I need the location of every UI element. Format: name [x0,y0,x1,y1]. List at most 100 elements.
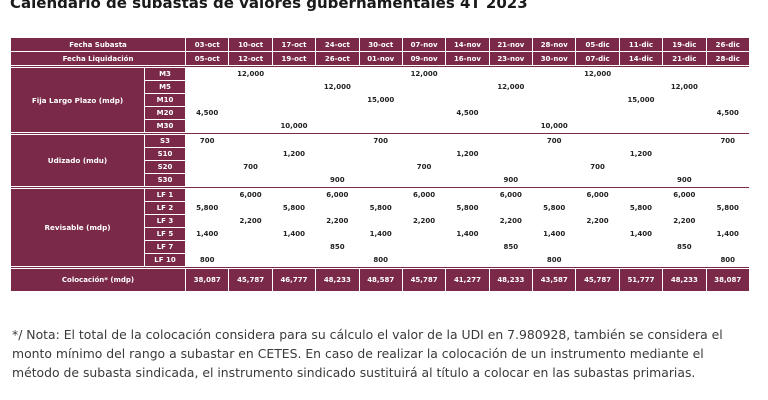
separator-line [11,187,749,188]
total-amount: 38,087 [706,269,749,291]
group-separator [11,133,749,134]
instrument-row: LF 3 2,200 2,200 2,200 2,200 2,200 2,200 [11,215,749,227]
amount-cell: 800 [533,254,576,266]
amount-cell [576,148,619,160]
settlement-date-cell: 16-nov [446,52,489,65]
total-amount: 41,277 [446,269,489,291]
amount-cell [619,174,663,186]
auction-date-cell: 10-oct [229,38,272,51]
amount-cell [446,241,489,253]
amount-cell [576,94,619,106]
amount-cell [402,107,446,119]
amount-cell [272,68,316,80]
auction-date-cell: 05-dic [576,38,619,51]
amount-cell [229,94,272,106]
amount-cell [706,81,749,93]
amount-cell [446,189,489,201]
amount-cell: 12,000 [402,68,446,80]
amount-cell [229,135,272,147]
instrument-row: Revisable (mdp) LF 1 6,000 6,000 6,000 6,000 6… [11,189,749,266]
instrument-code: M5 [145,81,186,93]
amount-cell [576,241,619,253]
group-separator [11,187,749,188]
amount-cell [489,148,533,160]
amount-cell [402,120,446,132]
amount-cell: 6,000 [489,189,533,201]
amount-cell [706,120,749,132]
amount-cell: 6,000 [229,189,272,201]
amount-cell [663,107,706,119]
amount-cell [316,120,359,132]
amount-cell [186,68,229,80]
amount-cell: 12,000 [229,68,272,80]
amount-cell: 5,800 [533,202,576,214]
amount-cell [533,174,576,186]
settlement-date-label: Fecha Liquidación [11,52,186,65]
amount-cell: 2,200 [489,215,533,227]
amount-cell: 12,000 [489,81,533,93]
amount-cell: 5,800 [186,202,229,214]
auction-date-label: Fecha Subasta [11,38,186,51]
amount-cell: 6,000 [576,189,619,201]
total-row: Colocación* (mdp) 38,087 45,787 46,777 48,23… [11,269,749,291]
amount-cell [576,254,619,266]
amount-cell: 2,200 [576,215,619,227]
instrument-row: M10 15,000 15,000 [11,94,749,106]
amount-cell [663,148,706,160]
settlement-date-row: Fecha Liquidación 05-oct 12-oct 19-oct 26-o… [11,52,749,65]
amount-cell [663,120,706,132]
amount-cell: 1,200 [619,148,663,160]
total-amount: 45,787 [576,269,619,291]
instrument-code: LF 5 [145,228,186,240]
amount-cell [316,228,359,240]
amount-cell: 1,200 [272,148,316,160]
amount-cell [316,161,359,173]
amount-cell [316,68,359,80]
amount-cell [663,202,706,214]
amount-cell: 12,000 [316,81,359,93]
amount-cell [663,161,706,173]
amount-cell [533,189,576,201]
instrument-row: LF 10 800 800 800 800 [11,254,749,266]
settlement-date-cell: 09-nov [402,52,446,65]
instrument-code: S10 [145,148,186,160]
amount-cell: 900 [489,174,533,186]
instrument-row: LF 5 1,400 1,400 1,400 1,400 1,400 1,400 1,400 [11,228,749,240]
amount-cell: 1,400 [533,228,576,240]
settlement-date-cell: 01-nov [359,52,402,65]
instrument-row: Udizado (mdu) S3 700 700 700 700 [11,135,749,186]
amount-cell [272,135,316,147]
amount-cell [186,161,229,173]
instrument-row: S20 700 700 700 [11,161,749,173]
amount-cell: 5,800 [706,202,749,214]
amount-cell [186,148,229,160]
amount-cell [706,174,749,186]
amount-cell [359,174,402,186]
amount-cell [359,81,402,93]
total-amount: 51,777 [619,269,663,291]
amount-cell: 2,200 [402,215,446,227]
amount-cell: 10,000 [272,120,316,132]
total-amount: 43,587 [533,269,576,291]
amount-cell [186,189,229,201]
auction-date-cell: 14-nov [446,38,489,51]
amount-cell: 1,400 [706,228,749,240]
instrument-row: S30 900 900 900 [11,174,749,186]
amount-cell [359,215,402,227]
amount-cell [706,68,749,80]
amount-cell: 850 [489,241,533,253]
auction-date-cell: 19-dic [663,38,706,51]
amount-cell: 1,200 [446,148,489,160]
instrument-code: M3 [145,68,186,80]
amount-cell [489,202,533,214]
amount-cell: 4,500 [706,107,749,119]
amount-cell [402,135,446,147]
amount-cell [402,148,446,160]
amount-cell [316,254,359,266]
amount-cell [489,120,533,132]
amount-cell [186,120,229,132]
amount-cell [706,189,749,201]
amount-cell [576,228,619,240]
amount-cell: 700 [402,161,446,173]
amount-cell [489,135,533,147]
